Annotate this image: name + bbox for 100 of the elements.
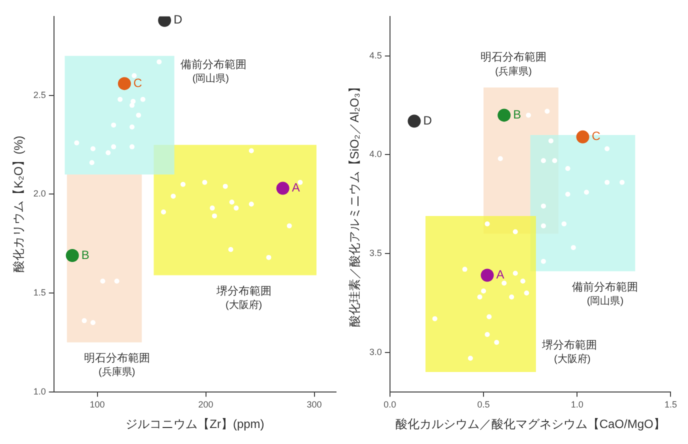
point [576,130,590,144]
series-label: B [513,108,522,122]
point [130,144,135,150]
point [486,314,492,320]
x-tick-label: 300 [306,400,322,410]
point [229,200,234,205]
point [66,248,79,262]
point [512,229,518,234]
point [524,290,530,296]
point [468,356,473,361]
point [480,268,494,282]
point [234,206,239,211]
x-axis-title: 酸化カルシウム／酸化マグネシウム【CaO/MgO】 [395,417,666,432]
annotation: 堺分布範囲 (大阪府) [215,285,272,311]
point [82,318,87,324]
point [222,184,228,189]
point [540,158,546,164]
point [540,204,546,209]
point [526,112,531,118]
point [130,124,135,130]
point [494,340,500,345]
point [604,146,610,152]
point [408,114,421,128]
point [202,180,208,185]
point [90,320,96,326]
x-tick-label: 1.5 [664,400,677,410]
point [502,280,507,286]
point [248,148,254,154]
point [512,270,518,276]
point [132,73,137,78]
point [140,96,146,102]
point [540,223,546,228]
point [481,288,486,294]
point [544,108,550,114]
point [584,190,589,195]
point [74,140,80,146]
point [100,278,106,284]
point [509,294,514,300]
annotation: 備前分布範囲 (岡山県) [180,58,246,84]
x-tick-label: 0.0 [384,400,396,410]
point [160,210,166,215]
point [477,294,482,300]
series-label: B [81,248,90,262]
point [212,213,217,218]
point [180,182,186,187]
annotation: 堺分布範囲 (大阪府) [540,339,597,366]
point [540,258,546,264]
point [462,266,468,272]
y-tick-label: 3.5 [369,248,382,258]
y-tick-label: 2.5 [33,90,46,100]
point [286,223,292,228]
y-tick-label: 1.0 [33,386,46,396]
y-axis-title: 酸化珪素／酸化アルミニウム【SiO₂／Al₂O₃】 [348,80,362,328]
point [170,194,176,199]
x-tick-label: 1.0 [570,400,584,410]
annotation: 明石分布範囲 (兵庫県) [84,352,150,378]
point [106,150,111,156]
point [498,156,503,162]
x-tick-label: 200 [198,400,214,410]
annotation: 備前分布範囲 (岡山県) [572,281,638,308]
point [548,138,554,144]
point [620,180,625,185]
point [565,192,570,197]
point [266,254,272,260]
point [570,245,576,250]
point [136,112,142,118]
point [498,108,511,122]
point [484,332,490,337]
y-tick-label: 3.0 [369,346,382,357]
point [552,158,558,164]
point [114,278,120,284]
point [484,221,490,226]
series-label: C [592,129,601,144]
y-tick-label: 2.0 [33,188,46,199]
y-tick-label: 4.5 [369,50,382,60]
point [89,160,94,166]
y-axis-title: 酸化カリウム【K₂O】(%) [12,136,26,272]
point [228,247,234,252]
point [118,77,131,90]
series-label: A [292,180,300,195]
point [520,278,526,284]
series-label: C [133,76,142,90]
x-tick-label: 100 [90,400,105,410]
point [276,182,290,195]
point [432,316,438,322]
x-axis-title: ジルコニウム【Zr】(ppm) [126,417,264,432]
point [156,59,162,64]
series-label: D [174,12,183,27]
point [130,102,135,108]
point [604,180,610,185]
point [210,206,215,211]
y-tick-label: 4.0 [369,149,382,160]
x-tick-label: 0.5 [477,400,490,410]
y-tick-label: 1.5 [33,287,46,298]
point [562,221,567,226]
series-label: A [496,268,504,282]
point [248,202,254,207]
point [111,144,116,150]
point [111,122,116,128]
series-label: D [423,113,432,128]
